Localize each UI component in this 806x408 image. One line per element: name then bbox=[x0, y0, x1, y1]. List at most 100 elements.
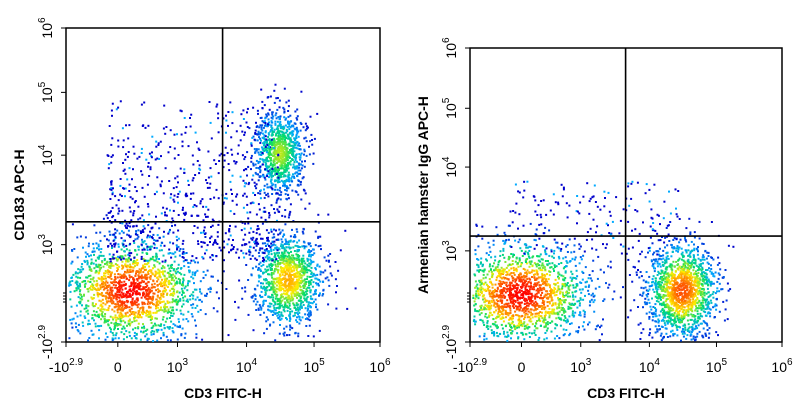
event-dot bbox=[182, 313, 185, 316]
event-dot bbox=[265, 282, 268, 285]
event-dot bbox=[108, 296, 111, 299]
event-dot bbox=[265, 270, 268, 273]
event-dot bbox=[557, 297, 559, 299]
event-dot bbox=[179, 297, 182, 300]
event-dot bbox=[209, 241, 211, 243]
event-dot bbox=[282, 260, 285, 263]
event-dot bbox=[189, 298, 192, 301]
event-dot bbox=[298, 246, 301, 248]
event-dot bbox=[270, 288, 272, 291]
event-dot bbox=[147, 124, 150, 127]
event-dot bbox=[227, 238, 230, 241]
event-dot bbox=[286, 154, 289, 157]
event-dot bbox=[104, 319, 106, 322]
event-dot bbox=[155, 190, 158, 193]
event-dot bbox=[244, 286, 247, 289]
event-dot bbox=[84, 285, 86, 288]
event-dot bbox=[543, 338, 546, 341]
event-dot bbox=[271, 272, 274, 275]
event-dot bbox=[289, 163, 292, 166]
event-dot bbox=[140, 152, 143, 154]
event-dot bbox=[309, 283, 312, 286]
event-dot bbox=[529, 308, 532, 311]
event-dot bbox=[180, 110, 183, 113]
event-dot bbox=[292, 145, 295, 148]
event-dot bbox=[277, 167, 280, 170]
event-dot bbox=[141, 251, 144, 254]
event-dot bbox=[282, 308, 285, 311]
event-dot bbox=[296, 147, 299, 150]
event-dot bbox=[121, 209, 124, 212]
event-dot bbox=[479, 284, 482, 287]
event-dot bbox=[211, 224, 214, 227]
event-dot bbox=[520, 285, 522, 288]
event-dot bbox=[121, 260, 124, 263]
event-dot bbox=[286, 150, 289, 153]
event-dot bbox=[121, 288, 124, 291]
event-dot bbox=[157, 288, 159, 291]
event-dot bbox=[291, 132, 294, 135]
event-dot bbox=[269, 180, 272, 183]
event-dot bbox=[524, 250, 527, 253]
event-dot bbox=[288, 278, 291, 281]
event-dot bbox=[136, 157, 139, 160]
event-dot bbox=[191, 271, 194, 274]
event-dot bbox=[270, 242, 273, 245]
y-tick-label-1-1: -102.9 bbox=[37, 324, 55, 359]
event-dot bbox=[106, 217, 109, 220]
event-dot bbox=[127, 290, 129, 293]
event-dot bbox=[100, 276, 103, 278]
event-dot bbox=[122, 162, 124, 164]
event-dot bbox=[166, 339, 169, 342]
event-dot bbox=[258, 304, 261, 307]
event-dot bbox=[169, 129, 172, 132]
event-dot bbox=[252, 246, 255, 249]
event-dot bbox=[117, 337, 120, 340]
event-dot bbox=[277, 148, 280, 151]
event-dot bbox=[111, 339, 114, 342]
event-dot bbox=[275, 151, 278, 154]
event-dot bbox=[147, 281, 150, 284]
event-dot bbox=[90, 296, 93, 299]
event-dot bbox=[276, 130, 279, 133]
event-dot bbox=[275, 199, 278, 202]
plot-panel-1: -102.9 0 103 104 105 106-102.9103104105106CD3… bbox=[11, 17, 391, 401]
event-dot bbox=[298, 164, 301, 167]
event-dot bbox=[181, 145, 184, 148]
event-dot bbox=[143, 195, 146, 198]
event-dot bbox=[125, 299, 128, 302]
event-dot bbox=[272, 137, 275, 140]
event-dot bbox=[259, 270, 262, 272]
event-dot bbox=[137, 310, 140, 313]
event-dot bbox=[270, 258, 273, 261]
event-dot bbox=[117, 145, 120, 148]
event-dot bbox=[118, 316, 121, 318]
event-dot bbox=[279, 186, 282, 189]
event-dot bbox=[531, 269, 534, 272]
event-dot bbox=[167, 282, 170, 285]
event-dot bbox=[271, 130, 274, 132]
event-dot bbox=[105, 292, 108, 295]
event-dot bbox=[293, 306, 296, 309]
event-dot bbox=[302, 304, 305, 306]
event-dot bbox=[100, 324, 103, 327]
event-dot bbox=[87, 305, 90, 308]
event-dot bbox=[306, 263, 309, 266]
event-dot bbox=[155, 307, 157, 310]
event-dot bbox=[160, 267, 163, 270]
event-dot bbox=[271, 310, 274, 313]
event-dot bbox=[158, 271, 161, 274]
event-dot bbox=[263, 311, 265, 314]
event-dot bbox=[144, 275, 147, 278]
event-dot bbox=[277, 299, 279, 302]
event-dot bbox=[148, 296, 151, 299]
event-dot bbox=[149, 257, 152, 260]
event-dot bbox=[119, 323, 122, 326]
event-dot bbox=[279, 160, 282, 163]
event-dot bbox=[123, 294, 125, 297]
event-dot bbox=[114, 314, 117, 317]
event-dot bbox=[122, 187, 125, 190]
event-dot bbox=[256, 228, 259, 231]
event-dot bbox=[329, 272, 332, 275]
event-dot bbox=[161, 318, 164, 321]
